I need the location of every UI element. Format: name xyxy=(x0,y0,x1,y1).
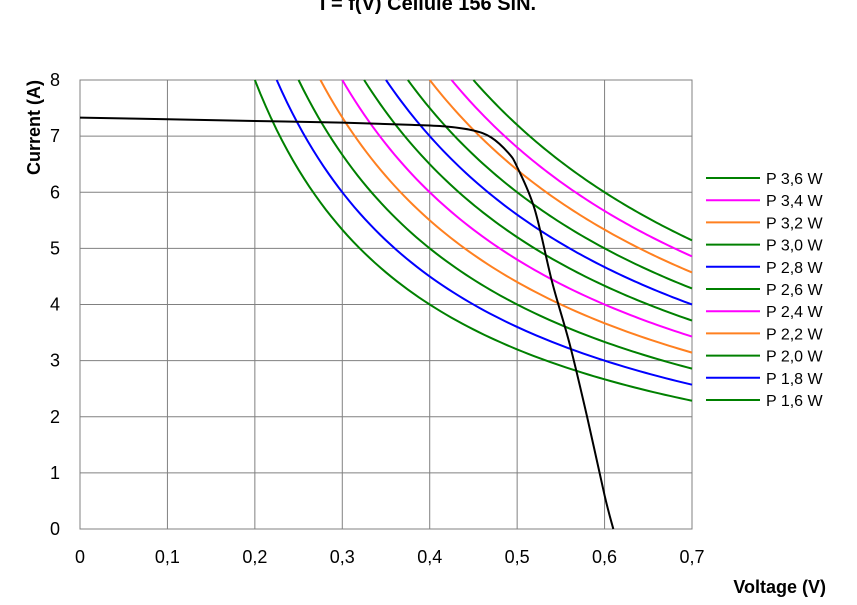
power-curve xyxy=(253,79,693,402)
y-tick-label: 3 xyxy=(50,351,60,371)
x-tick-label: 0,6 xyxy=(592,547,617,567)
legend-label: P 2,8 W xyxy=(766,260,824,277)
legend-label: P 3,2 W xyxy=(766,215,824,232)
legend-label: P 3,6 W xyxy=(766,171,824,188)
power-curve xyxy=(407,79,693,290)
legend-entry: P 2,4 W xyxy=(706,304,824,321)
y-tick-label: 8 xyxy=(50,70,60,90)
power-curve xyxy=(297,79,693,370)
chart-title: I = f(V) Cellule 156 SiN. xyxy=(320,0,536,15)
power-curve xyxy=(275,79,693,386)
y-tick-label: 5 xyxy=(50,238,60,258)
x-tick-label: 0,3 xyxy=(330,547,355,567)
x-tick-labels: 0 0,1 0,2 0,3 0,4 0,5 0,6 0,7 xyxy=(75,547,705,567)
power-curve xyxy=(319,79,693,354)
iv-curve xyxy=(79,116,615,530)
legend-label: P 2,2 W xyxy=(766,326,824,343)
legend: P 3,6 W P 3,4 W P 3,2 W P 3,0 W P 2,8 W P 2,6… xyxy=(706,171,824,410)
power-curve xyxy=(450,79,693,258)
x-tick-label: 0,7 xyxy=(679,547,704,567)
power-curve xyxy=(341,79,693,338)
legend-entry: P 2,0 W xyxy=(706,349,824,366)
x-tick-label: 0 xyxy=(75,547,85,567)
x-tick-label: 0,2 xyxy=(242,547,267,567)
legend-label: P 1,6 W xyxy=(766,393,824,410)
legend-entry: P 3,4 W xyxy=(706,193,824,210)
legend-entry: P 3,6 W xyxy=(706,171,824,188)
y-tick-label: 2 xyxy=(50,407,60,427)
y-tick-label: 6 xyxy=(50,182,60,202)
legend-entry: P 2,8 W xyxy=(706,260,824,277)
legend-entry: P 2,6 W xyxy=(706,282,824,299)
iv-layer xyxy=(79,116,615,530)
legend-label: P 2,4 W xyxy=(766,304,824,321)
legend-label: P 3,4 W xyxy=(766,193,824,210)
legend-label: P 2,6 W xyxy=(766,282,824,299)
x-axis-title: Voltage (V) xyxy=(733,577,826,597)
power-curves xyxy=(253,79,693,402)
power-curve xyxy=(472,79,693,242)
x-tick-label: 0,1 xyxy=(155,547,180,567)
y-tick-labels: 0 1 2 3 4 5 6 7 8 xyxy=(50,70,60,539)
y-axis-title: Current (A) xyxy=(24,80,44,175)
legend-label: P 2,0 W xyxy=(766,349,824,366)
legend-label: P 1,8 W xyxy=(766,371,824,388)
legend-entry: P 3,0 W xyxy=(706,238,824,255)
y-tick-label: 0 xyxy=(50,519,60,539)
legend-entry: P 1,8 W xyxy=(706,371,824,388)
legend-entry: P 2,2 W xyxy=(706,326,824,343)
legend-entry: P 1,6 W xyxy=(706,393,824,410)
legend-entry: P 3,2 W xyxy=(706,215,824,232)
y-tick-label: 4 xyxy=(50,295,60,315)
x-tick-label: 0,4 xyxy=(417,547,442,567)
y-tick-label: 7 xyxy=(50,126,60,146)
legend-label: P 3,0 W xyxy=(766,238,824,255)
y-tick-label: 1 xyxy=(50,463,60,483)
x-tick-label: 0,5 xyxy=(505,547,530,567)
power-curve xyxy=(363,79,693,322)
